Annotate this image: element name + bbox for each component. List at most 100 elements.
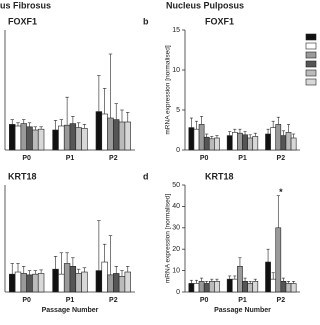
bar xyxy=(81,128,88,151)
bar xyxy=(247,283,254,293)
bar xyxy=(226,278,233,293)
bar xyxy=(124,271,131,293)
legend-swatch xyxy=(305,42,317,50)
x-tick-label: P2 xyxy=(277,155,286,162)
bar xyxy=(198,280,205,293)
bar xyxy=(252,136,259,151)
bar xyxy=(214,137,220,151)
x-tick-label: P1 xyxy=(66,155,75,162)
bar xyxy=(188,283,195,293)
bar xyxy=(52,268,59,293)
bar xyxy=(231,132,238,151)
x-axis-label: Passage Number xyxy=(214,307,271,314)
bar xyxy=(69,123,77,151)
y-tick-label: 0 xyxy=(176,289,180,296)
y-axis-label: mRNA expression [normalised] xyxy=(165,45,172,134)
x-tick-label: P0 xyxy=(200,155,209,162)
bar xyxy=(20,273,27,293)
x-tick-label: P0 xyxy=(22,155,31,162)
y-tick-label: 30 xyxy=(172,225,180,232)
bar xyxy=(9,273,16,293)
bar xyxy=(124,121,131,151)
y-tick-label: 20 xyxy=(172,246,180,253)
bar xyxy=(113,273,120,293)
bar xyxy=(75,273,82,293)
bar xyxy=(203,283,210,293)
bar xyxy=(101,261,108,293)
bar xyxy=(32,129,39,151)
bar xyxy=(95,270,103,293)
bar xyxy=(290,137,297,151)
panel-title: FOXF1 xyxy=(205,16,234,26)
x-tick-label: P0 xyxy=(22,297,31,304)
bar xyxy=(231,278,238,293)
bar xyxy=(52,129,59,151)
bar xyxy=(14,125,22,151)
bar xyxy=(75,127,82,151)
bar xyxy=(242,134,248,151)
bar xyxy=(118,121,126,151)
bar xyxy=(214,280,220,293)
x-tick-label: P0 xyxy=(200,297,209,304)
bar xyxy=(26,126,33,151)
bar xyxy=(203,136,210,151)
bar xyxy=(280,280,287,293)
bar xyxy=(242,280,248,293)
panel-group-title: Nucleus Pulposus xyxy=(166,0,244,10)
bar xyxy=(107,117,114,151)
bar xyxy=(285,283,292,293)
panel-group-title: us Fibrosus xyxy=(0,0,51,10)
bar xyxy=(26,274,33,293)
x-tick-label: P2 xyxy=(109,155,118,162)
y-tick-label: 10 xyxy=(172,267,180,274)
bar xyxy=(208,280,215,293)
bar xyxy=(58,125,65,151)
bar xyxy=(193,283,200,293)
bar xyxy=(275,227,282,293)
y-tick-label: 40 xyxy=(172,203,180,210)
bar xyxy=(14,271,22,293)
legend-swatch xyxy=(305,51,317,59)
bar xyxy=(275,124,282,151)
bar xyxy=(188,127,195,151)
x-tick-label: P2 xyxy=(109,297,118,304)
bar xyxy=(290,283,297,293)
bar xyxy=(237,132,243,151)
bar xyxy=(198,124,205,151)
bar xyxy=(270,278,277,293)
significance-marker: * xyxy=(279,187,283,197)
bar xyxy=(247,137,254,151)
bar xyxy=(69,266,77,293)
legend-swatch xyxy=(305,69,317,77)
panel-title: KRT18 xyxy=(8,171,37,181)
y-tick-label: 50 xyxy=(172,182,180,189)
bar xyxy=(58,273,65,293)
bar xyxy=(95,111,103,151)
bar xyxy=(237,266,243,293)
y-tick-label: 10 xyxy=(172,67,180,74)
bar xyxy=(20,123,27,151)
bar xyxy=(280,135,287,151)
x-axis-label: Passage Number xyxy=(42,307,99,314)
bar xyxy=(37,128,45,151)
legend-swatch xyxy=(305,33,317,41)
bar xyxy=(113,119,120,151)
bar xyxy=(37,273,45,293)
x-tick-label: P1 xyxy=(238,297,247,304)
y-tick-label: 15 xyxy=(172,27,180,34)
x-tick-label: P2 xyxy=(277,297,286,304)
bar xyxy=(32,273,39,293)
bar xyxy=(265,133,271,151)
y-axis-label: mRNA expression [normalised] xyxy=(165,194,172,283)
bar xyxy=(107,274,114,293)
panel-title: KRT18 xyxy=(205,171,234,181)
bar xyxy=(101,113,108,151)
panel-label: d xyxy=(143,171,149,181)
panel-label: b xyxy=(143,16,149,26)
bar xyxy=(63,263,71,293)
bar xyxy=(81,271,88,293)
x-tick-label: P1 xyxy=(238,155,247,162)
bar xyxy=(270,127,277,151)
y-tick-label: 0 xyxy=(176,147,180,154)
